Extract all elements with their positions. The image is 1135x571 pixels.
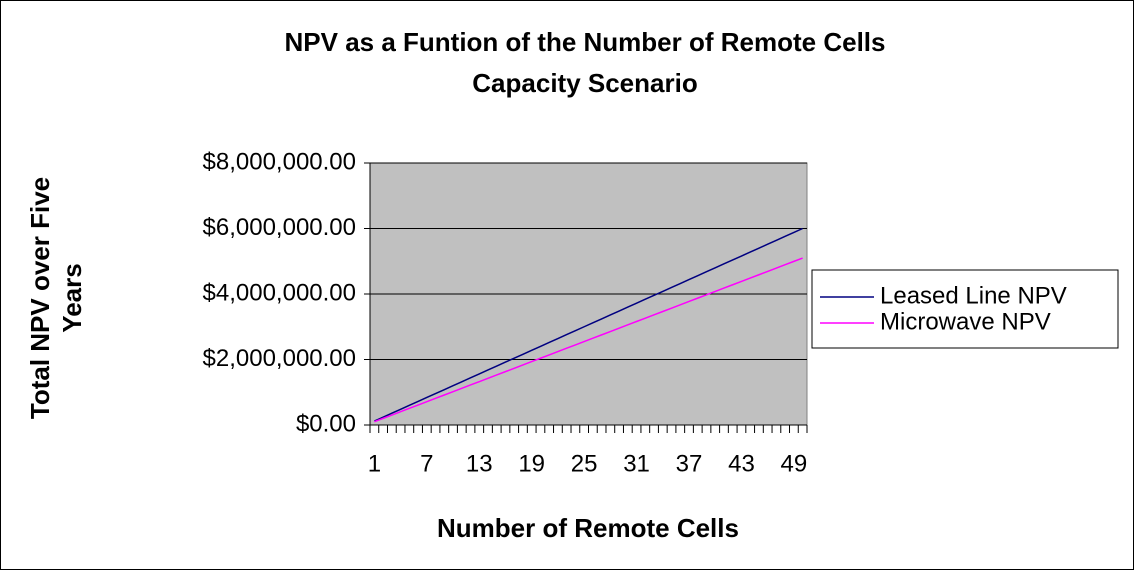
x-tick-label: 37 [676,450,703,477]
chart-title: NPV as a Funtion of the Number of Remote… [285,27,886,57]
y-tick-label: $6,000,000.00 [203,214,356,241]
x-axis-label: Number of Remote Cells [437,513,739,543]
series-line [374,227,803,422]
y-tick-label: $4,000,000.00 [203,279,356,306]
x-tick-label: 43 [728,450,755,477]
legend-box [811,269,1119,349]
chart-subtitle: Capacity Scenario [472,68,697,98]
x-tick-label: 13 [466,450,493,477]
y-axis-label-line: Years [57,263,87,332]
y-tick-label: $2,000,000.00 [203,345,356,372]
series-line [374,257,803,423]
x-tick-label: 31 [623,450,650,477]
x-tick-label: 25 [571,450,598,477]
y-axis-label: Total NPV over Five Years [25,177,87,419]
x-tick-label: 7 [420,450,433,477]
y-axis-label-line: Total NPV over Five [25,177,55,419]
x-tick-label: 1 [368,450,381,477]
y-tick-label: $0.00 [296,410,356,437]
y-tick-label: $8,000,000.00 [203,148,356,175]
legend-label: Microwave NPV [880,308,1051,335]
legend-label: Leased Line NPV [880,282,1067,309]
x-tick-label: 19 [518,450,545,477]
x-tick-label: 49 [781,450,808,477]
